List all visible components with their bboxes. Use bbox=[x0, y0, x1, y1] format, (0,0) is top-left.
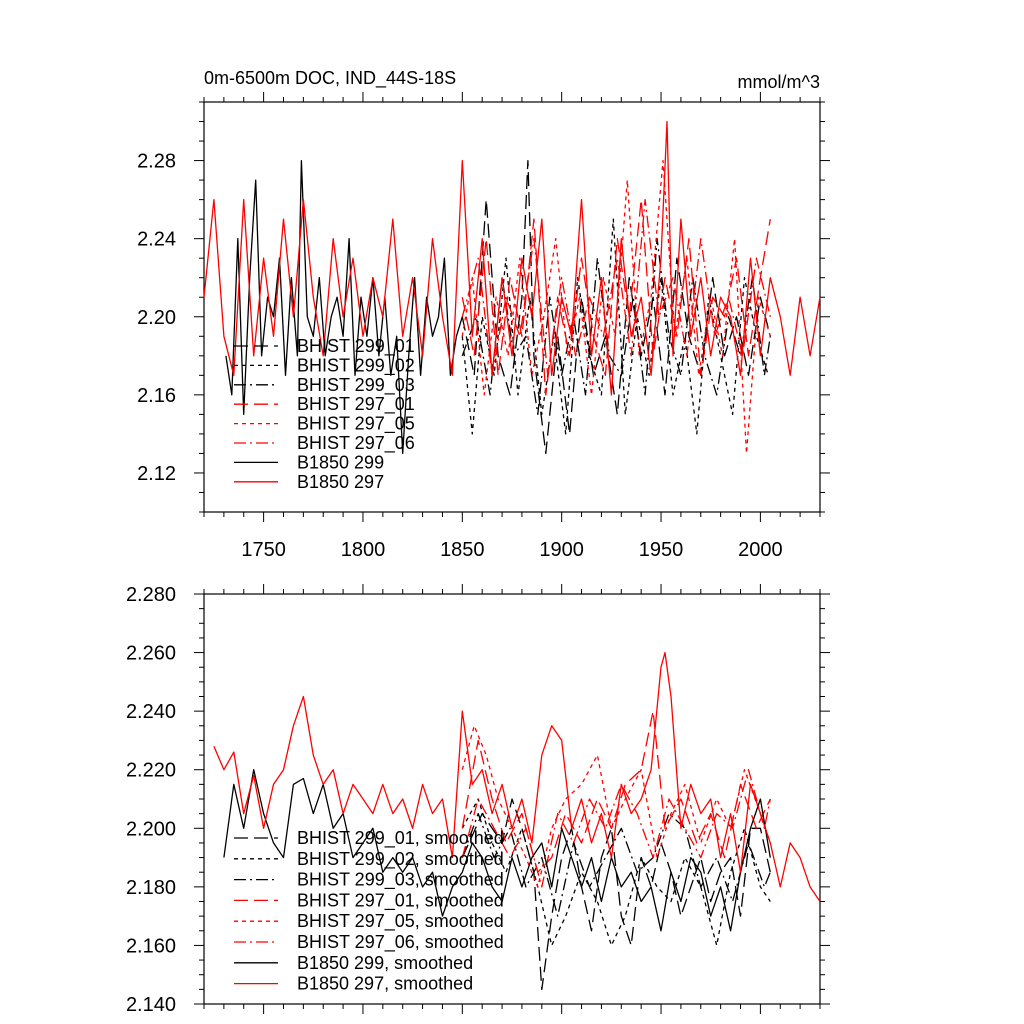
legend-label: BHIST 297_06 bbox=[297, 433, 415, 454]
y-tick-label: 2.16 bbox=[137, 385, 176, 407]
y-tick-label: 2.28 bbox=[137, 151, 176, 173]
series-line bbox=[223, 769, 771, 932]
series-line bbox=[461, 159, 771, 455]
top-axis-ticks: 1750 1800 1850 1900 1950 2000 2.12 2.16 2.20 2.24… bbox=[137, 92, 830, 561]
y-tick-label: 2.12 bbox=[137, 463, 176, 485]
y-tick-label: 2.260 bbox=[126, 643, 176, 665]
y-tick-label: 2.220 bbox=[126, 760, 176, 782]
legend-label: BHIST 299_03 bbox=[297, 375, 415, 396]
series-line bbox=[461, 798, 771, 947]
y-tick-label: 2.180 bbox=[126, 877, 176, 899]
legend-label: BHIST 299_01 bbox=[297, 336, 415, 357]
y-tick-label: 2.20 bbox=[137, 307, 176, 329]
legend-label: BHIST 299_02, smoothed bbox=[297, 849, 504, 870]
bottom-axis-ticks: 2.140 2.160 2.180 2.200 2.220 2.240 2.260 2.280 bbox=[126, 584, 830, 1016]
series-line bbox=[203, 120, 821, 396]
x-tick-label: 1900 bbox=[539, 539, 584, 561]
y-tick-label: 2.24 bbox=[137, 229, 176, 251]
x-tick-label: 2000 bbox=[738, 539, 783, 561]
legend-label: BHIST 299_03, smoothed bbox=[297, 870, 504, 891]
legend-label: BHIST 297_01 bbox=[297, 394, 415, 415]
top-series-group bbox=[203, 120, 821, 455]
bottom-chart: 2.140 2.160 2.180 2.200 2.220 2.240 2.260 2.280… bbox=[126, 584, 830, 1016]
legend-label: BHIST 297_06, smoothed bbox=[297, 932, 504, 953]
y-tick-label: 2.160 bbox=[126, 935, 176, 957]
x-tick-label: 1800 bbox=[341, 539, 386, 561]
bottom-series-group bbox=[213, 651, 821, 991]
y-tick-label: 2.240 bbox=[126, 701, 176, 723]
x-tick-label: 1950 bbox=[639, 539, 684, 561]
series-line bbox=[461, 769, 771, 888]
legend-label: B1850 299 bbox=[297, 452, 384, 472]
series-line bbox=[461, 812, 771, 917]
series-line bbox=[461, 198, 771, 396]
x-tick-label: 1850 bbox=[440, 539, 485, 561]
legend-label: BHIST 297_05, smoothed bbox=[297, 911, 504, 932]
series-line bbox=[461, 725, 771, 888]
series-line bbox=[461, 710, 771, 873]
series-line bbox=[461, 798, 771, 991]
top-plot-frame bbox=[203, 101, 821, 513]
legend-label: B1850 297, smoothed bbox=[297, 974, 473, 994]
top-chart-units: mmol/m^3 bbox=[738, 72, 820, 92]
series-line bbox=[213, 651, 821, 902]
x-tick-label: 1750 bbox=[241, 539, 286, 561]
series-line bbox=[461, 159, 771, 455]
legend-label: BHIST 297_01, smoothed bbox=[297, 890, 504, 911]
legend-label: B1850 297 bbox=[297, 472, 384, 492]
y-tick-label: 2.200 bbox=[126, 818, 176, 840]
series-line bbox=[461, 218, 769, 435]
legend-label: B1850 299, smoothed bbox=[297, 953, 473, 973]
legend-label: BHIST 299_02 bbox=[297, 355, 415, 376]
y-tick-label: 2.140 bbox=[126, 994, 176, 1016]
legend-label: BHIST 299_01, smoothed bbox=[297, 828, 504, 849]
y-tick-label: 2.280 bbox=[126, 584, 176, 606]
series-line bbox=[461, 238, 771, 416]
top-chart: 0m-6500m DOC, IND_44S-18S mmol/m^3 1750 1… bbox=[137, 68, 830, 561]
top-chart-title: 0m-6500m DOC, IND_44S-18S bbox=[204, 68, 456, 89]
legend-label: BHIST 297_05 bbox=[297, 414, 415, 435]
